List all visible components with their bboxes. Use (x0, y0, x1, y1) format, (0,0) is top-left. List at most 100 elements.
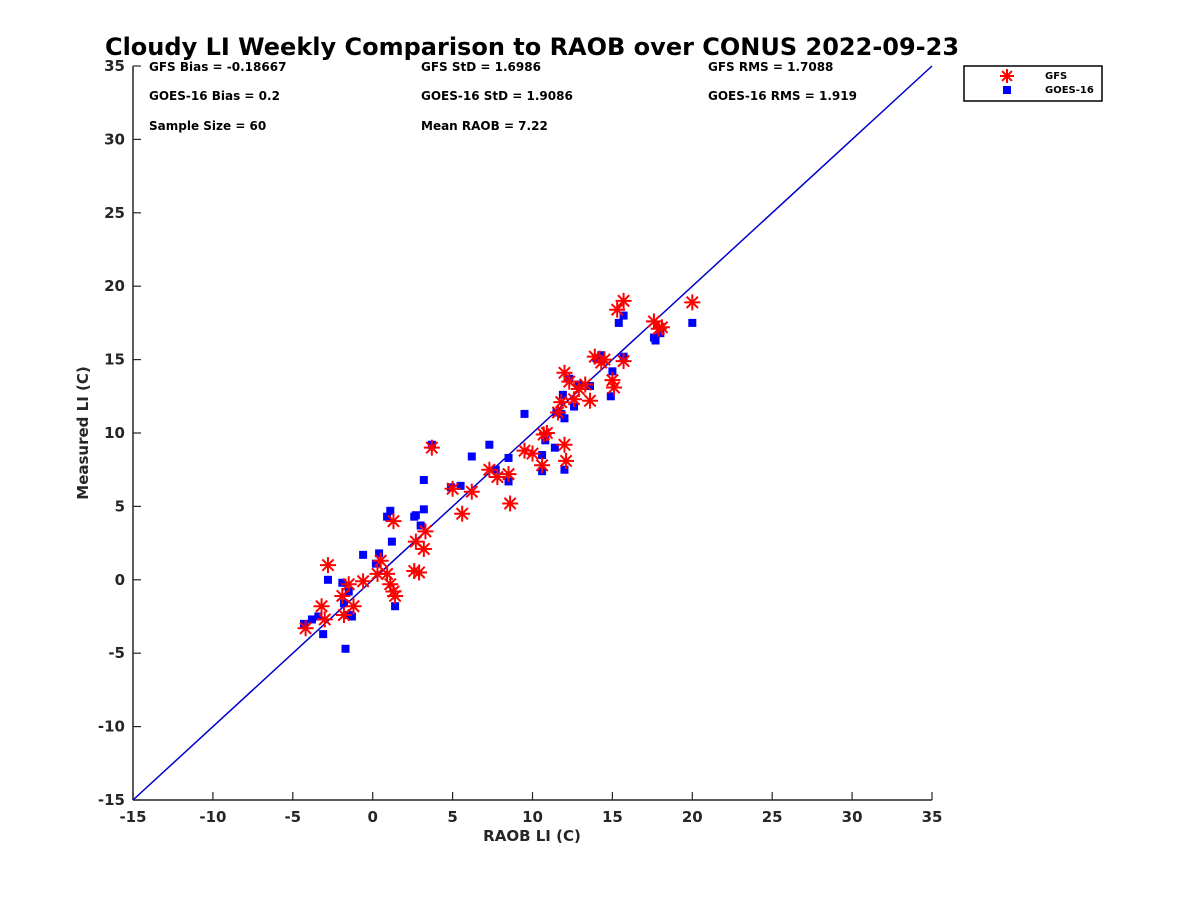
goes16-point (614, 318, 623, 327)
chart-title: Cloudy LI Weekly Comparison to RAOB over… (105, 33, 959, 61)
goes16-point (538, 451, 547, 460)
goes16-point (504, 453, 513, 462)
x-axis-ticks: -15 -10 -5 0 5 10 15 20 25 30 35 (119, 792, 942, 826)
goes16-point (520, 409, 529, 418)
x-axis-label: RAOB LI (C) (483, 827, 581, 845)
goes16-point (557, 409, 566, 418)
gfs-point (550, 404, 567, 421)
goes16-point (387, 537, 396, 546)
goes16-point (299, 619, 308, 628)
goes16-point (314, 612, 323, 621)
gfs-point (372, 552, 389, 569)
x-tick-label: -15 (119, 808, 146, 826)
gfs-point (566, 391, 583, 408)
legend-gfs-asterisk (1000, 69, 1014, 83)
x-tick-label: 10 (522, 808, 543, 826)
gfs-point (385, 513, 402, 530)
legend-box (963, 65, 1103, 102)
gfs-point (502, 495, 519, 512)
gfs-point (489, 469, 506, 486)
gfs-point (313, 598, 330, 615)
goes16-point (560, 465, 569, 474)
goes16-point (339, 599, 348, 608)
x-tick-label: 5 (447, 808, 457, 826)
legend-goes16-label: GOES-16 (1045, 85, 1094, 96)
goes16-point (383, 512, 392, 521)
y-tick-label: -5 (108, 644, 125, 662)
gfs-point (319, 557, 336, 574)
gfs-point (345, 598, 362, 615)
gfs-point (316, 611, 333, 628)
goes16-point (456, 481, 465, 490)
gfs-point (417, 523, 434, 540)
goes16-point (550, 443, 559, 452)
x-tick-label: 30 (842, 808, 863, 826)
y-axis-label: Measured LI (C) (74, 366, 92, 499)
y-tick-label: 25 (104, 204, 125, 222)
gfs-point (582, 392, 599, 409)
goes16-point (586, 382, 595, 391)
y-tick-label: 20 (104, 277, 125, 295)
stat-gfs-bias: GFS Bias = -0.18667 (149, 60, 286, 74)
stat-mean-raob: Mean RAOB = 7.22 (421, 119, 548, 133)
x-tick-label: 20 (682, 808, 703, 826)
gfs-point (556, 436, 573, 453)
y-axis-ticks: -15 -10 -5 0 5 10 15 20 25 30 35 (98, 57, 141, 809)
gfs-point (444, 480, 461, 497)
goes16-point (467, 452, 476, 461)
gfs-point (561, 373, 578, 390)
goes16-point (319, 630, 328, 639)
y-tick-label: 30 (104, 130, 125, 148)
gfs-point (538, 425, 555, 441)
stat-gfs-std: GFS StD = 1.6986 (421, 60, 541, 74)
y-tick-label: 10 (104, 424, 125, 442)
goes16-point (560, 414, 569, 423)
reference-line-1to1 (132, 65, 933, 801)
goes16-point (656, 329, 665, 338)
gfs-point (387, 587, 404, 604)
x-tick-label: 0 (367, 808, 377, 826)
goes16-point (558, 390, 567, 399)
gfs-point (615, 353, 632, 370)
goes16-point (411, 511, 420, 520)
goes16-point (608, 367, 617, 376)
legend: GFS GOES-16 (963, 65, 1103, 102)
goes16-point (347, 612, 356, 621)
gfs-point (500, 466, 517, 483)
gfs-point (423, 439, 440, 456)
gfs-point (340, 576, 357, 593)
goes16-point (541, 436, 550, 445)
gfs-point (481, 461, 498, 478)
goes16-point (386, 506, 395, 515)
gfs-point (605, 379, 622, 396)
y-tick-label: 5 (115, 497, 125, 515)
gfs-point (615, 292, 632, 309)
y-tick-label: 15 (104, 351, 125, 369)
goes16-point (688, 318, 697, 327)
gfs-point (379, 565, 396, 582)
gfs-point (463, 483, 480, 500)
x-tick-label: 15 (602, 808, 623, 826)
goes16-point (619, 311, 628, 320)
goes16-point (371, 559, 380, 568)
gfs-point (684, 294, 701, 311)
y-tick-label: -10 (98, 718, 125, 736)
legend-gfs-marker (1000, 69, 1014, 83)
goes16-point (606, 392, 615, 401)
goes16-point (359, 550, 368, 559)
goes16-point (391, 602, 400, 611)
gfs-point (553, 394, 570, 411)
goes16-point (323, 575, 332, 584)
goes16-point (419, 505, 428, 514)
goes16-point (419, 475, 428, 484)
stat-sample-size: Sample Size = 60 (149, 119, 266, 133)
goes16-point (375, 549, 384, 558)
gfs-point (577, 376, 594, 393)
legend-gfs-label: GFS (1045, 71, 1067, 82)
goes16-point (341, 644, 350, 653)
y-tick-label: 0 (115, 571, 125, 589)
x-tick-label: 35 (922, 808, 943, 826)
gfs-point (454, 505, 471, 522)
